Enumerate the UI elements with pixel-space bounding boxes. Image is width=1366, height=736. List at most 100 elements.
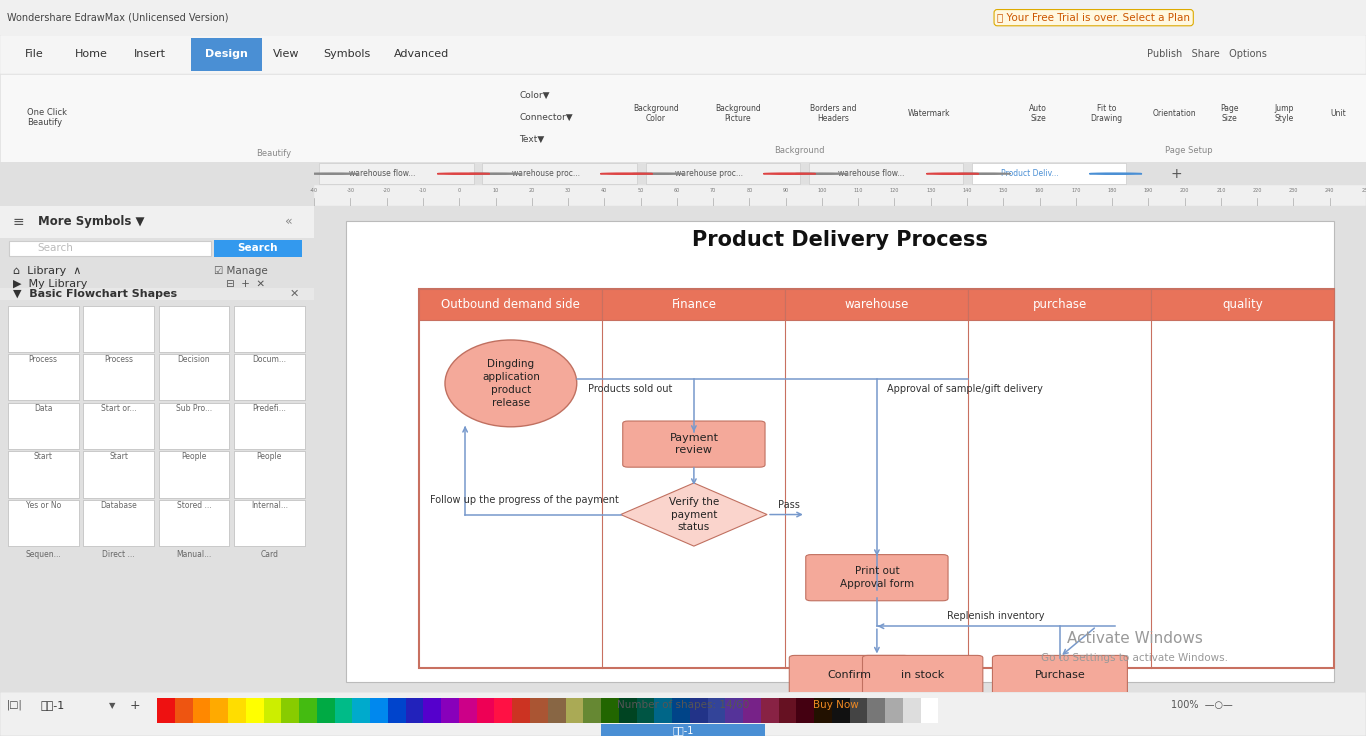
Bar — [654, 698, 672, 723]
Text: People: People — [257, 453, 283, 461]
Bar — [583, 698, 601, 723]
Text: Publish   Share   Options: Publish Share Options — [1147, 49, 1268, 60]
Text: -10: -10 — [419, 188, 428, 193]
Bar — [832, 698, 850, 723]
Text: Pass: Pass — [779, 500, 800, 510]
Bar — [228, 698, 246, 723]
Bar — [690, 698, 708, 723]
Circle shape — [306, 173, 358, 174]
Bar — [796, 698, 814, 723]
Text: Process: Process — [29, 355, 57, 364]
FancyBboxPatch shape — [158, 403, 229, 449]
FancyBboxPatch shape — [320, 163, 474, 184]
Circle shape — [795, 173, 847, 174]
Text: 240: 240 — [1325, 188, 1335, 193]
Text: Fit to
Drawing: Fit to Drawing — [1090, 104, 1123, 123]
Bar — [419, 289, 602, 320]
FancyBboxPatch shape — [234, 354, 305, 400]
Text: 250: 250 — [1362, 188, 1366, 193]
Text: quality: quality — [1223, 298, 1264, 311]
Bar — [779, 698, 796, 723]
Text: ▼  Basic Flowchart Shapes: ▼ Basic Flowchart Shapes — [12, 289, 176, 299]
Text: Start or...: Start or... — [101, 404, 137, 413]
Text: Product Deliv...: Product Deliv... — [1001, 169, 1059, 178]
Text: Follow up the progress of the payment: Follow up the progress of the payment — [430, 495, 619, 505]
Text: -40: -40 — [310, 188, 318, 193]
Text: ≡: ≡ — [12, 215, 25, 229]
Bar — [672, 698, 690, 723]
Bar — [264, 698, 281, 723]
Text: 200: 200 — [1180, 188, 1190, 193]
Text: ⊟  +  ✕: ⊟ + ✕ — [227, 279, 265, 289]
Text: Symbols: Symbols — [324, 49, 372, 60]
Text: -20: -20 — [382, 188, 391, 193]
Text: Process: Process — [104, 355, 133, 364]
Text: Products sold out: Products sold out — [589, 384, 673, 394]
Text: Text▼: Text▼ — [519, 135, 544, 144]
FancyBboxPatch shape — [158, 354, 229, 400]
Text: Internal...: Internal... — [251, 501, 288, 510]
Text: warehouse flow...: warehouse flow... — [348, 169, 415, 178]
Text: Docum...: Docum... — [253, 355, 287, 364]
Text: -30: -30 — [347, 188, 354, 193]
Text: 110: 110 — [854, 188, 863, 193]
FancyBboxPatch shape — [158, 305, 229, 352]
Text: Product Delivery Process: Product Delivery Process — [693, 230, 988, 250]
Bar — [725, 698, 743, 723]
Text: Color▼: Color▼ — [519, 91, 549, 100]
Bar — [512, 698, 530, 723]
FancyBboxPatch shape — [213, 240, 302, 257]
Bar — [921, 698, 938, 723]
FancyBboxPatch shape — [234, 403, 305, 449]
Text: Connector▼: Connector▼ — [519, 113, 572, 122]
FancyBboxPatch shape — [234, 451, 305, 498]
Bar — [299, 698, 317, 723]
Text: +: + — [1171, 166, 1183, 181]
Text: Jump
Style: Jump Style — [1274, 104, 1294, 123]
Text: 170: 170 — [1071, 188, 1081, 193]
Bar — [388, 698, 406, 723]
Text: Page Setup: Page Setup — [1165, 146, 1212, 155]
Bar — [601, 723, 765, 736]
Text: 210: 210 — [1216, 188, 1225, 193]
Text: 190: 190 — [1143, 188, 1153, 193]
Circle shape — [958, 173, 1011, 174]
FancyBboxPatch shape — [8, 305, 79, 352]
Text: Card: Card — [261, 550, 279, 559]
Text: 130: 130 — [926, 188, 936, 193]
Text: ▼: ▼ — [109, 701, 116, 710]
Text: Manual...: Manual... — [176, 550, 212, 559]
Text: 150: 150 — [999, 188, 1008, 193]
Text: Auto
Size: Auto Size — [1029, 104, 1048, 123]
Bar — [885, 698, 903, 723]
Bar — [968, 289, 1152, 320]
Text: Payment
review: Payment review — [669, 433, 719, 456]
Text: 0: 0 — [458, 188, 460, 193]
Text: +: + — [130, 698, 141, 712]
FancyBboxPatch shape — [623, 421, 765, 467]
Text: ✕: ✕ — [290, 289, 298, 299]
Text: 60: 60 — [673, 188, 680, 193]
Text: Advanced: Advanced — [393, 49, 448, 60]
Bar — [566, 698, 583, 723]
FancyBboxPatch shape — [646, 163, 800, 184]
Text: 70: 70 — [710, 188, 716, 193]
Bar — [785, 289, 968, 320]
Bar — [157, 698, 175, 723]
Text: 140: 140 — [962, 188, 971, 193]
Bar — [352, 698, 370, 723]
Text: Dingding
application
product
release: Dingding application product release — [482, 359, 540, 408]
Bar — [0, 288, 314, 300]
Bar — [903, 698, 921, 723]
Text: Decision: Decision — [178, 355, 210, 364]
Text: Purchase: Purchase — [1034, 670, 1086, 680]
Polygon shape — [620, 483, 768, 546]
Text: Stored ...: Stored ... — [176, 501, 212, 510]
Bar — [193, 698, 210, 723]
Bar — [761, 698, 779, 723]
Text: Wondershare EdrawMax (Unlicensed Version): Wondershare EdrawMax (Unlicensed Version… — [7, 13, 228, 23]
Text: Activate Windows: Activate Windows — [1067, 631, 1202, 646]
Text: Background: Background — [775, 146, 824, 155]
Circle shape — [764, 173, 816, 174]
FancyBboxPatch shape — [158, 451, 229, 498]
